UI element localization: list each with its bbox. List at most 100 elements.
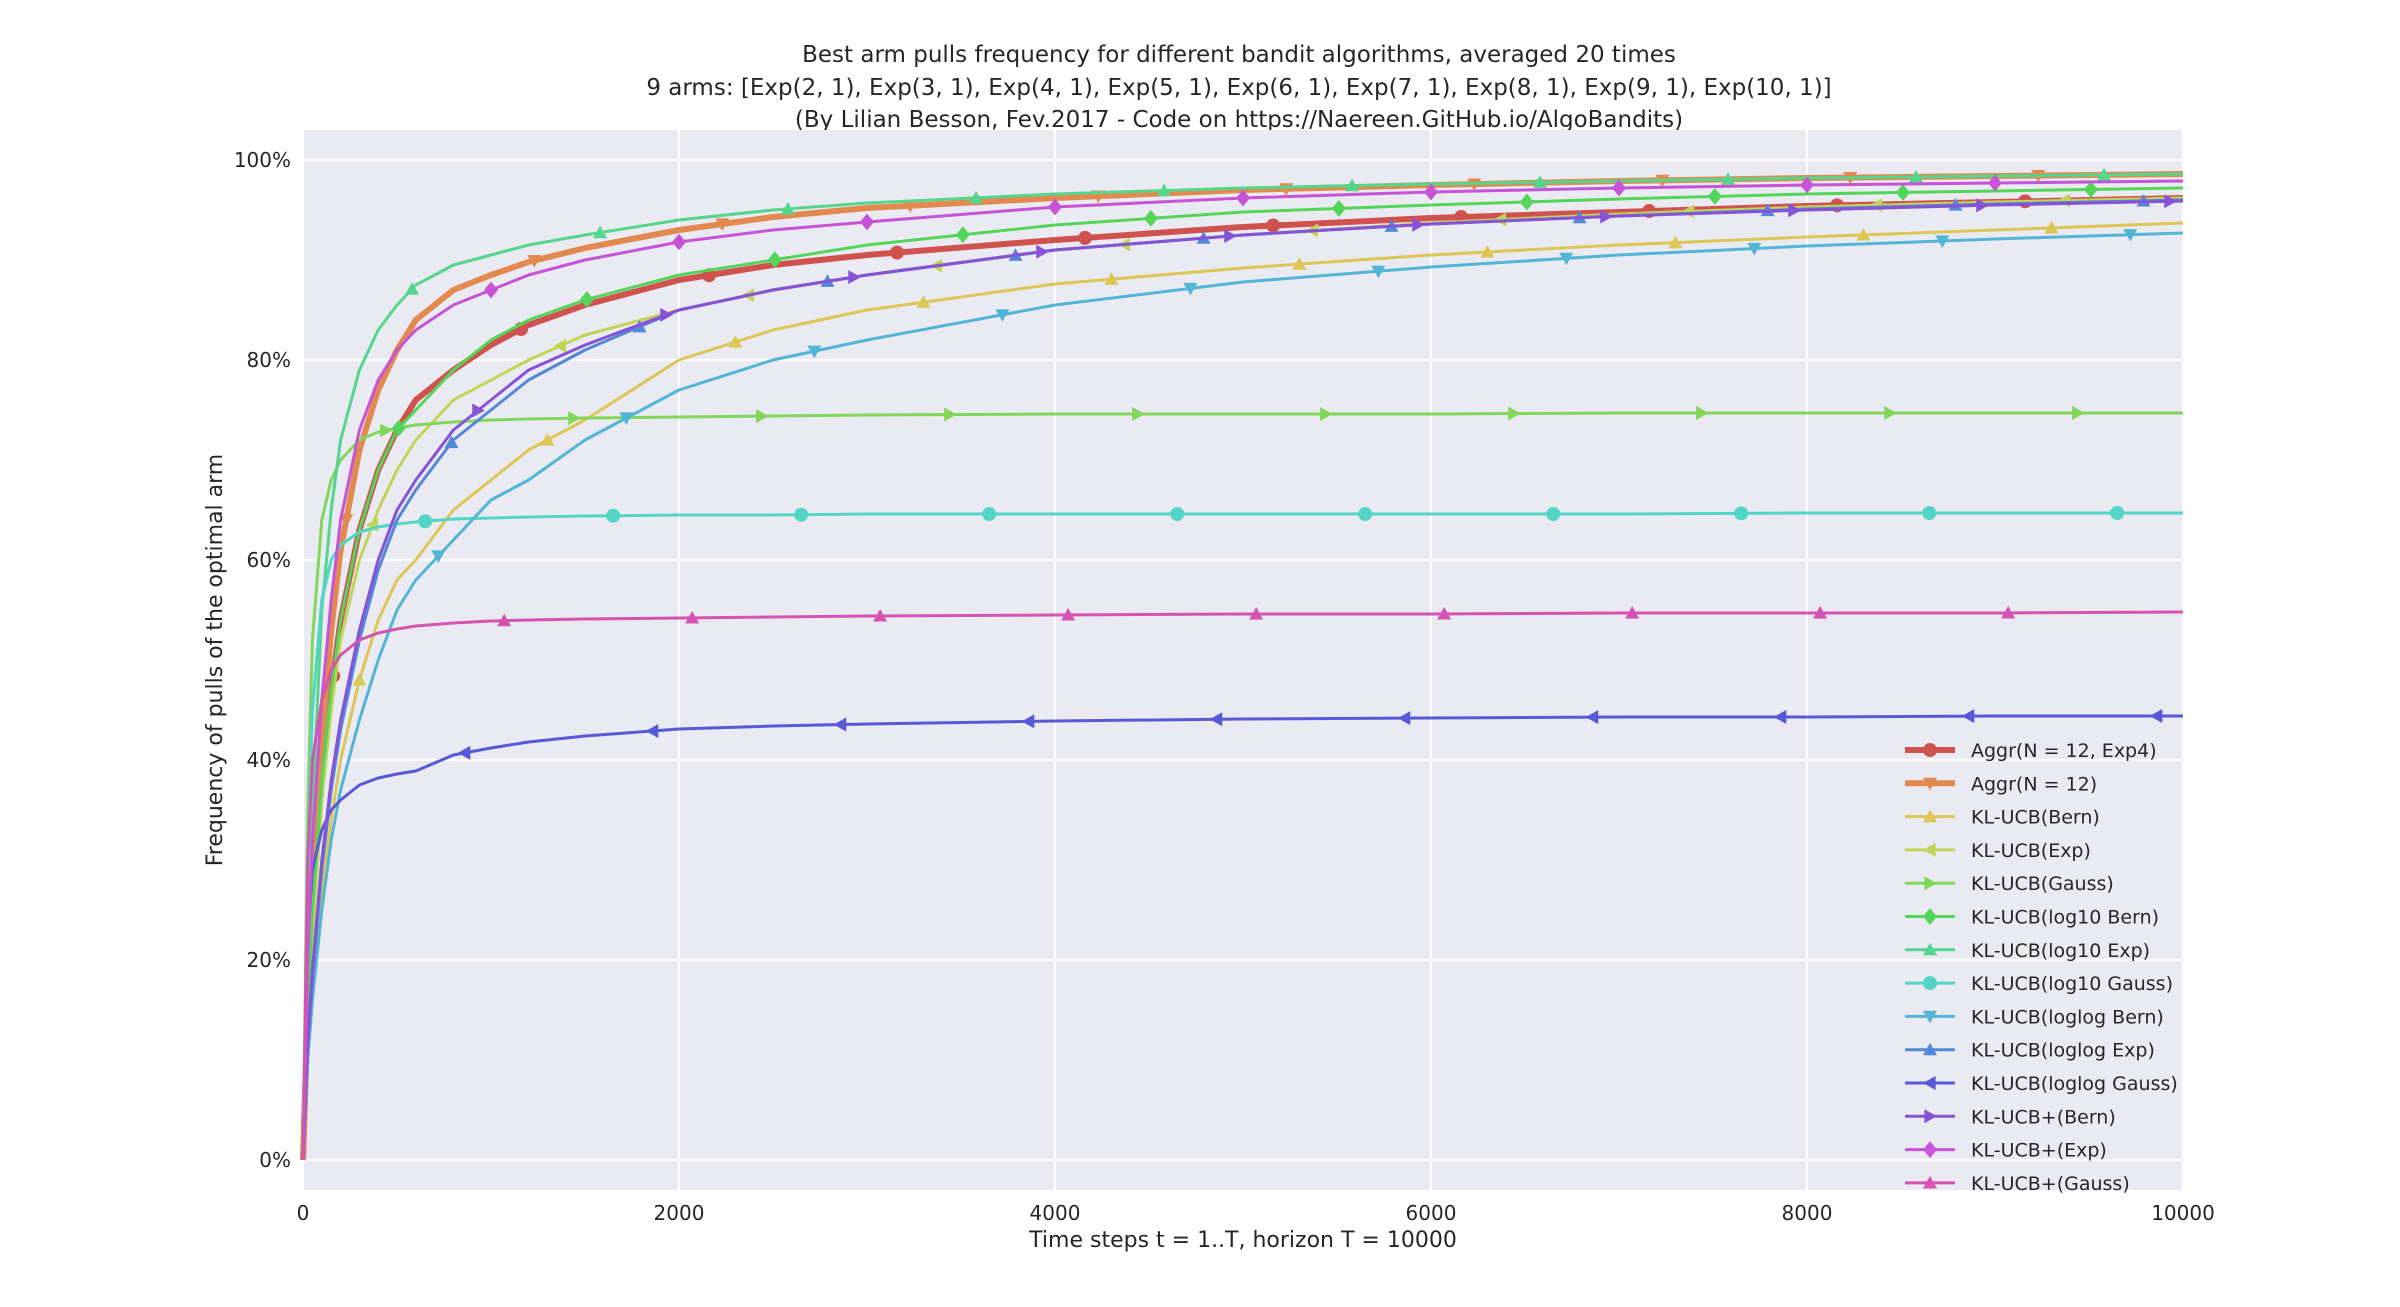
y-tick-label: 20% [247,948,291,972]
legend-marker [1924,1109,1937,1124]
series-point [1292,257,1307,270]
series-2 [301,220,2184,1161]
series-point [553,338,567,353]
y-axis-label: Frequency of pulls of the optimal arm [203,454,228,866]
legend: Aggr(N = 12, Exp4) Aggr(N = 12) KL-UCB(Ber… [1905,740,2178,1195]
series-point [1183,282,1198,296]
series-point [1371,265,1386,279]
legend-marker [1923,942,1937,956]
series-point [593,225,608,239]
series-point [568,411,581,426]
series-point [1800,176,1814,194]
series-point [497,613,512,627]
legend-entry: KL-UCB(Exp) [1905,840,2091,862]
legend-label: KL-UCB(loglog Exp) [1971,1040,2155,1062]
series-11 [301,194,2184,1161]
series-point [472,403,485,418]
series-point [1546,507,1561,521]
series-point [1922,506,1937,520]
legend-marker [1923,1141,1937,1158]
series-point [995,309,1010,322]
series-6 [301,167,2184,1161]
series-point [352,673,367,686]
series-line [301,221,2184,1161]
x-tick-label: 2000 [654,1201,705,1225]
series-line [301,199,2184,1161]
legend-marker [1923,809,1937,823]
series-point [1559,252,1574,266]
series-point [2110,506,2125,520]
legend-label: Aggr(N = 12, Exp4) [1971,740,2157,762]
y-tick-label: 80% [247,348,291,372]
series-point [1600,209,1613,224]
series-line [301,714,2183,1161]
series-point [1036,244,1049,259]
series-point [1061,607,1076,621]
series-point [1236,189,1250,207]
y-tick-label: 60% [247,548,291,572]
legend-label: KL-UCB(log10 Gauss) [1971,973,2173,995]
legend-entry: KL-UCB(Gauss) [1905,873,2114,895]
series-point [1696,406,1709,420]
series-point [833,717,847,732]
series-point [1078,230,1093,245]
series-line [301,511,2183,1161]
series-point [1345,178,1360,192]
series-point [2083,181,2098,198]
series-point [1143,209,1158,227]
series-line [301,231,2184,1161]
series-point [1132,407,1145,421]
chart-title: Best arm pulls frequency for different b… [802,42,1676,68]
series-point [484,281,498,299]
y-tick-label: 0% [259,1148,291,1172]
series-point [1424,183,1438,201]
legend-marker [1923,1175,1937,1189]
axis-ticks: 0 2000 4000 6000 8000 10000 0% 20% 40% 60% 80% 100% [234,148,2215,1225]
y-tick-label: 100% [234,148,291,172]
series-point [444,435,459,449]
series-point [1508,406,1521,421]
plot-area [303,130,2183,1190]
series-point [807,345,822,359]
legend-marker [1923,976,1937,991]
series-point [1668,235,1683,249]
series-point [1048,198,1062,216]
series-point [903,200,918,213]
series-point [1266,218,1281,233]
series-point [955,226,970,244]
series-point [1773,710,1787,724]
x-tick-label: 6000 [1406,1201,1457,1225]
series-7 [301,506,2183,1161]
series-point [380,423,393,438]
series-point [1721,172,1736,185]
series-point [1935,235,1950,248]
legend-label: KL-UCB+(Exp) [1971,1140,2107,1162]
x-tick-label: 4000 [1030,1201,1081,1225]
series-point [1224,229,1237,244]
series-line [301,411,2183,1161]
legend-label: KL-UCB(log10 Exp) [1971,940,2150,962]
series-point [1585,710,1599,725]
legend-entry: KL-UCB(Bern) [1905,807,2100,829]
series-line [301,186,2184,1161]
series-point [728,335,743,348]
series-point [756,409,769,424]
series-8 [301,229,2184,1161]
legend-label: KL-UCB(Bern) [1971,807,2100,829]
series-point [405,282,420,295]
legend-label: Aggr(N = 12) [1971,773,2097,795]
legend-marker [1923,842,1936,857]
series-point [848,270,861,285]
series-point [890,245,905,260]
series-line [301,179,2184,1161]
legend-label: KL-UCB(loglog Bern) [1971,1006,2164,1028]
series-point [1412,217,1425,232]
series-point [1209,712,1223,727]
series-point [431,550,446,563]
grid-lines [302,130,2184,1190]
legend-label: KL-UCB(log10 Bern) [1971,907,2159,929]
series-4 [301,406,2183,1161]
series-point [1909,169,1924,183]
legend-marker [1923,1010,1937,1024]
series-point [645,723,659,738]
